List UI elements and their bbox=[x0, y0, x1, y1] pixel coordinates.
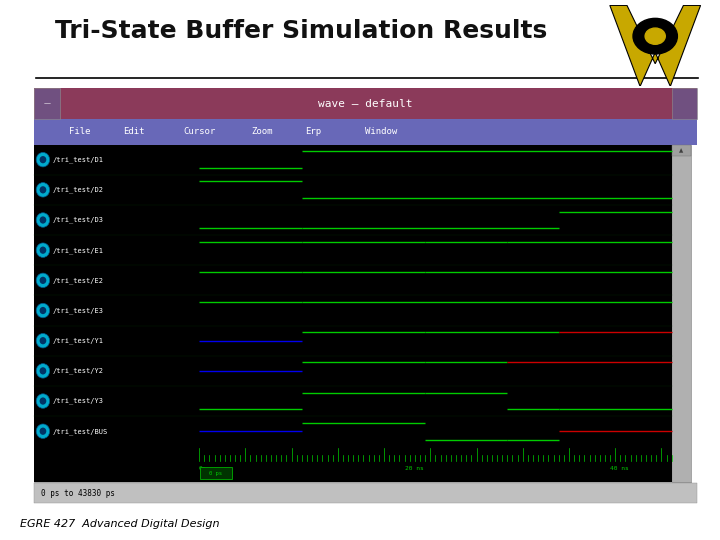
Text: /tri_test/E3: /tri_test/E3 bbox=[53, 307, 104, 314]
Text: 20 ns: 20 ns bbox=[405, 466, 423, 471]
Bar bbox=[34, 89, 60, 119]
Ellipse shape bbox=[40, 397, 46, 404]
Text: /tri_test/E1: /tri_test/E1 bbox=[53, 247, 104, 253]
Text: File: File bbox=[69, 127, 91, 136]
Text: 40 ns: 40 ns bbox=[610, 466, 629, 471]
Circle shape bbox=[633, 18, 678, 54]
Text: —: — bbox=[43, 100, 50, 106]
Text: Window: Window bbox=[366, 127, 397, 136]
Text: Tri-State Buffer Simulation Results: Tri-State Buffer Simulation Results bbox=[55, 19, 547, 43]
Ellipse shape bbox=[40, 247, 46, 254]
Ellipse shape bbox=[40, 217, 46, 224]
Text: 0 ps to 43830 ps: 0 ps to 43830 ps bbox=[41, 489, 115, 498]
Ellipse shape bbox=[36, 363, 50, 378]
Text: 0s: 0s bbox=[199, 466, 207, 471]
Ellipse shape bbox=[36, 213, 50, 227]
Ellipse shape bbox=[36, 394, 50, 408]
Ellipse shape bbox=[36, 424, 50, 438]
Ellipse shape bbox=[40, 276, 46, 284]
Text: /tri_test/Y2: /tri_test/Y2 bbox=[53, 368, 104, 374]
Bar bbox=[34, 119, 697, 145]
Polygon shape bbox=[610, 5, 701, 86]
Text: /tri_test/Y3: /tri_test/Y3 bbox=[53, 398, 104, 404]
Ellipse shape bbox=[40, 186, 46, 193]
Text: /tri_test/D2: /tri_test/D2 bbox=[53, 186, 104, 193]
Text: Edit: Edit bbox=[123, 127, 145, 136]
Text: ▲: ▲ bbox=[679, 148, 683, 153]
Ellipse shape bbox=[40, 307, 46, 314]
Bar bbox=[34, 482, 690, 498]
Ellipse shape bbox=[36, 152, 50, 167]
Ellipse shape bbox=[36, 334, 50, 348]
Ellipse shape bbox=[40, 428, 46, 435]
Ellipse shape bbox=[36, 303, 50, 318]
Ellipse shape bbox=[36, 243, 50, 258]
Bar bbox=[672, 145, 690, 482]
Text: /tri_test/D1: /tri_test/D1 bbox=[53, 157, 104, 163]
Text: /tri_test/E2: /tri_test/E2 bbox=[53, 277, 104, 284]
Bar bbox=[34, 89, 697, 119]
Text: Cursor: Cursor bbox=[184, 127, 216, 136]
Ellipse shape bbox=[40, 367, 46, 375]
Ellipse shape bbox=[40, 337, 46, 345]
Ellipse shape bbox=[40, 156, 46, 163]
Text: Erp: Erp bbox=[305, 127, 321, 136]
Bar bbox=[672, 89, 697, 119]
Circle shape bbox=[645, 28, 665, 44]
Text: /tri_test/BUS: /tri_test/BUS bbox=[53, 428, 108, 435]
Text: 0 ps: 0 ps bbox=[210, 470, 222, 476]
Bar bbox=[672, 145, 690, 156]
Text: /tri_test/Y1: /tri_test/Y1 bbox=[53, 338, 104, 344]
Bar bbox=[34, 145, 672, 482]
Text: wave – default: wave – default bbox=[318, 99, 413, 109]
Text: Zoom: Zoom bbox=[251, 127, 272, 136]
Ellipse shape bbox=[36, 273, 50, 288]
Ellipse shape bbox=[36, 183, 50, 197]
Text: EGRE 427  Advanced Digital Design: EGRE 427 Advanced Digital Design bbox=[20, 519, 220, 529]
Text: /tri_test/D3: /tri_test/D3 bbox=[53, 217, 104, 224]
Bar bbox=[199, 467, 232, 480]
Bar bbox=[34, 483, 697, 503]
